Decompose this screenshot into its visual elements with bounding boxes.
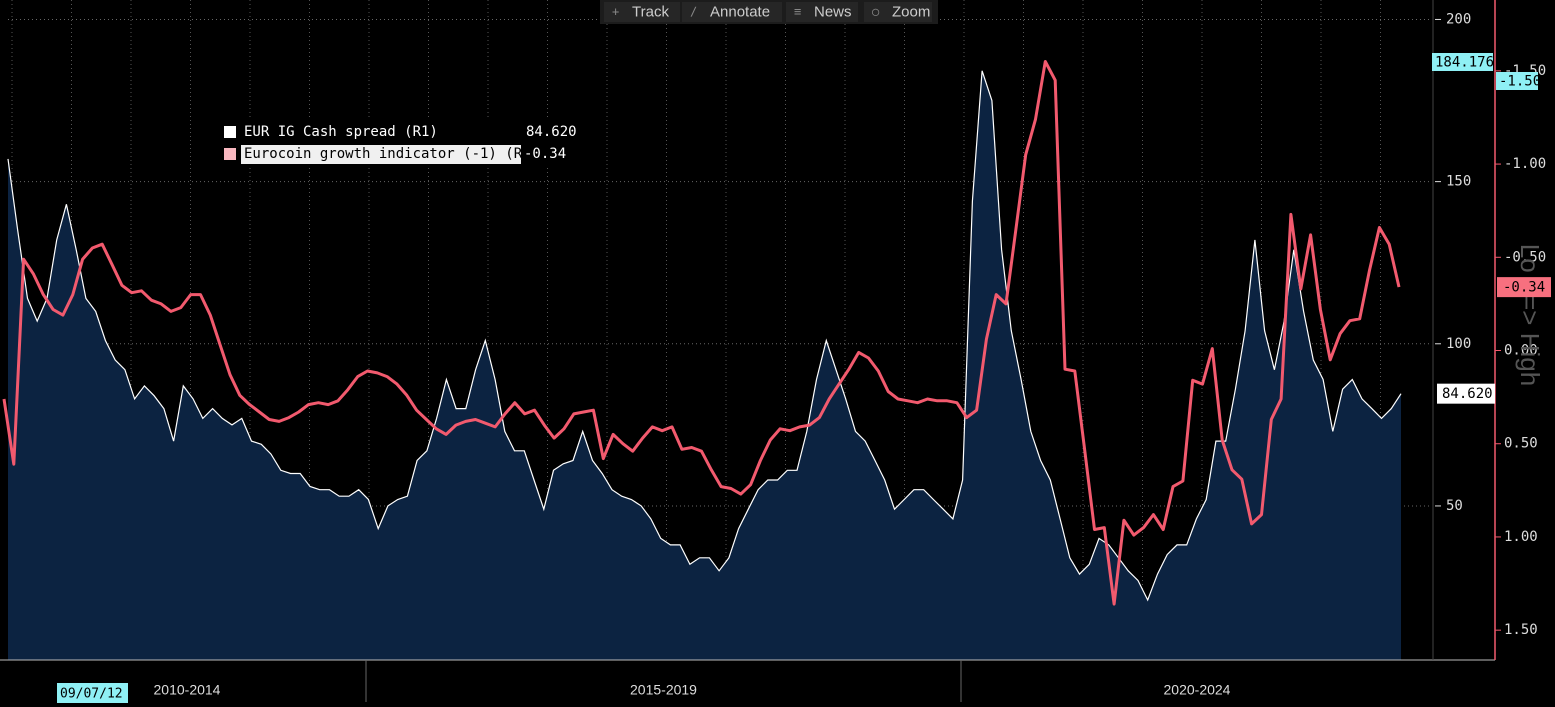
x-period-label: 2015-2019	[630, 682, 697, 698]
last-value-label: -0.34	[1503, 280, 1545, 296]
y-tick-label: 50	[1446, 498, 1463, 514]
annotation-tag	[1496, 72, 1538, 90]
y-tick-label: 150	[1446, 174, 1471, 190]
toolbar-label[interactable]: Annotate	[710, 3, 770, 20]
toolbar-icon[interactable]: ∕	[690, 5, 697, 19]
toolbar-button[interactable]	[786, 2, 858, 22]
last-value-label: 84.620	[1442, 386, 1493, 402]
y2-axis-label: Lo <=> High	[1515, 244, 1545, 386]
toolbar-button[interactable]	[604, 2, 680, 22]
toolbar-label[interactable]: Track	[632, 3, 669, 20]
legend-highlight	[241, 145, 521, 164]
area-outline	[7, 70, 1402, 602]
toolbar-icon[interactable]: ≡	[794, 5, 801, 19]
last-value-tag	[1437, 383, 1495, 404]
y2-tick-label: -0.50	[1504, 249, 1546, 265]
last-value-tag	[1497, 277, 1551, 298]
y2-tick-label: 1.50	[1504, 622, 1538, 638]
annotation-label: 184.176	[1435, 55, 1494, 71]
x-period-label: 2020-2024	[1164, 682, 1231, 698]
y-tick-label: 100	[1446, 336, 1471, 352]
area-fill	[8, 70, 1401, 661]
x-period-label: 2010-2014	[154, 682, 221, 698]
toolbar-label[interactable]: Zoom	[892, 3, 930, 20]
annotation-tag	[1432, 53, 1493, 71]
y2-tick-label: 1.00	[1504, 529, 1538, 545]
legend-value: 84.620	[526, 124, 577, 140]
start-date-box	[57, 683, 128, 703]
legend-label: EUR IG Cash spread (R1)	[244, 124, 438, 140]
y2-tick-label: 0.50	[1504, 436, 1538, 452]
toolbar-button[interactable]	[682, 2, 782, 22]
annotation-label: -1.50	[1499, 74, 1541, 90]
legend-value: -0.34	[524, 146, 566, 162]
legend-swatch	[224, 148, 236, 160]
legend-swatch	[224, 126, 236, 138]
y2-tick-label: 0.00	[1504, 343, 1538, 359]
start-date: 09/07/12	[60, 687, 123, 702]
toolbar-label[interactable]: News	[814, 3, 852, 20]
y2-tick-label: -1.00	[1504, 156, 1546, 172]
line	[2, 60, 1401, 606]
y-tick-label: 200	[1446, 11, 1471, 27]
toolbar-button[interactable]	[864, 2, 932, 22]
legend-label: Eurocoin growth indicator (-1) (R2)	[244, 146, 539, 162]
toolbar-icon[interactable]: ○	[872, 5, 879, 19]
toolbar-icon[interactable]: +	[612, 5, 619, 19]
